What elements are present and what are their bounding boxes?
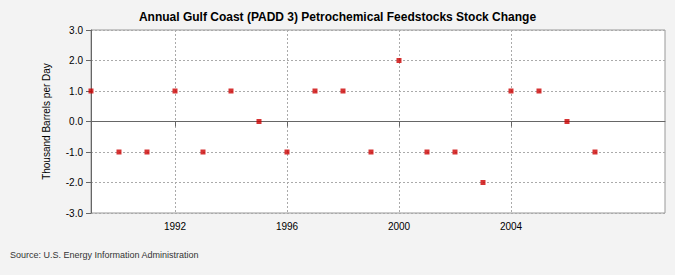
svg-text:1996: 1996 <box>276 221 299 232</box>
svg-text:Thousand Barrels per Day: Thousand Barrels per Day <box>41 63 52 180</box>
svg-text:-2.0: -2.0 <box>66 177 84 188</box>
svg-text:2.0: 2.0 <box>69 55 83 66</box>
svg-text:2000: 2000 <box>388 221 411 232</box>
svg-text:3.0: 3.0 <box>69 25 83 36</box>
svg-text:Annual Gulf Coast (PADD 3) Pet: Annual Gulf Coast (PADD 3) Petrochemical… <box>139 10 537 24</box>
svg-text:Source: U.S. Energy Informatio: Source: U.S. Energy Information Administ… <box>10 250 199 260</box>
svg-text:1992: 1992 <box>164 221 187 232</box>
svg-text:-1.0: -1.0 <box>66 147 84 158</box>
svg-text:2004: 2004 <box>500 221 523 232</box>
svg-text:-3.0: -3.0 <box>66 208 84 219</box>
svg-text:0.0: 0.0 <box>69 116 83 127</box>
svg-text:1.0: 1.0 <box>69 86 83 97</box>
